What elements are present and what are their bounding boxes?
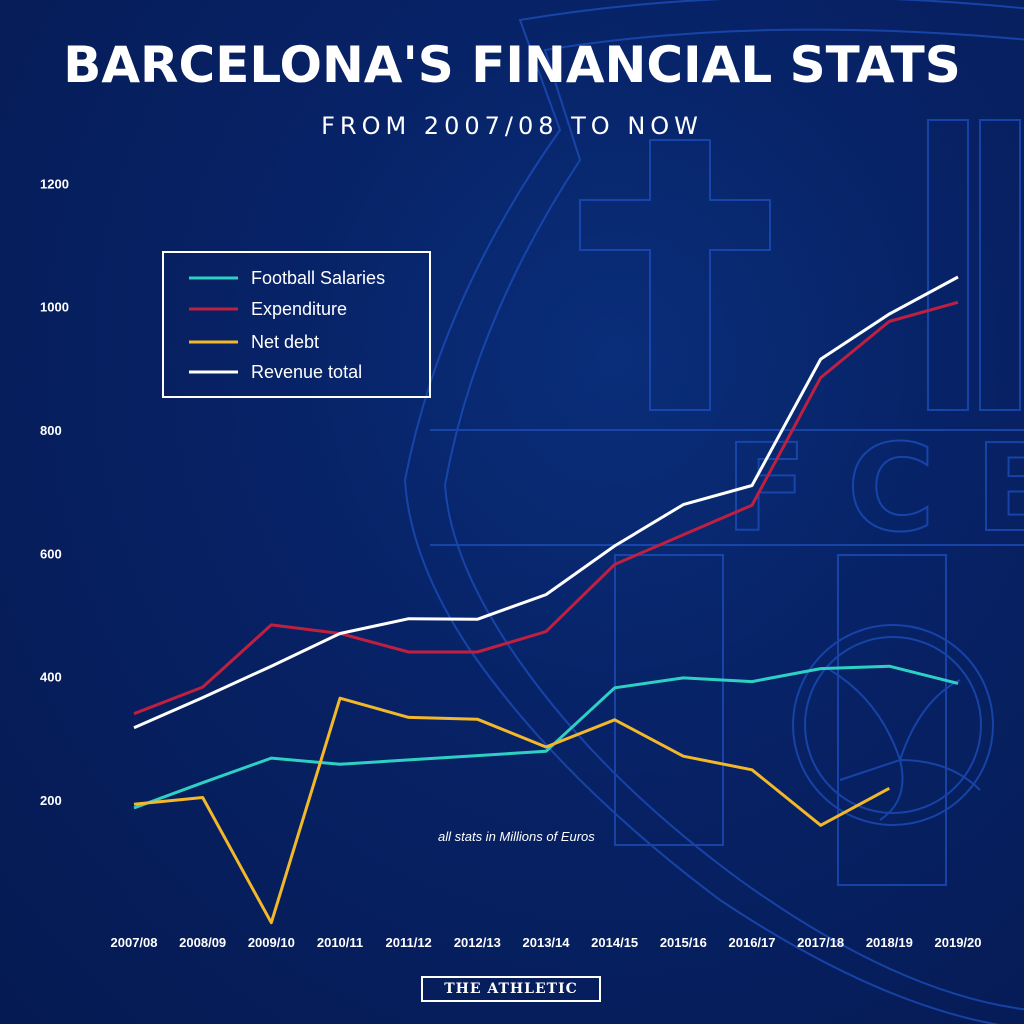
x-tick-label: 2011/12 xyxy=(386,935,432,950)
series-line-football-salaries xyxy=(133,664,959,810)
crest-shield-outline xyxy=(403,0,1024,1024)
crest-stripe-2 xyxy=(979,119,1021,411)
legend-label: Net debt xyxy=(251,332,319,352)
x-tick-label: 2015/16 xyxy=(660,935,707,950)
y-tick-label: 1200 xyxy=(40,176,69,191)
x-tick-label: 2013/14 xyxy=(523,935,571,950)
legend-entry: Revenue total xyxy=(189,362,362,382)
x-tick-label: 2007/08 xyxy=(111,935,158,950)
x-tick-label: 2009/10 xyxy=(248,935,295,950)
legend-label: Revenue total xyxy=(251,362,362,382)
y-tick-label: 200 xyxy=(40,793,62,808)
y-tick-label: 800 xyxy=(40,423,62,438)
y-tick-label: 1000 xyxy=(40,300,69,315)
crest-ball xyxy=(792,624,994,826)
x-tick-label: 2018/19 xyxy=(866,935,913,950)
crest-lower-stripe-2 xyxy=(837,554,947,886)
y-axis-ticks: 200 400 600 800 1000 1200 xyxy=(40,176,69,808)
crest-stripe-1 xyxy=(927,119,969,411)
crest-cross xyxy=(579,139,771,411)
series-lines xyxy=(133,275,959,925)
legend-entry: Football Salaries xyxy=(189,268,385,288)
brand-logo: THE ATHLETIC xyxy=(421,976,601,1002)
y-tick-label: 400 xyxy=(40,670,62,685)
x-tick-label: 2010/11 xyxy=(317,935,363,950)
legend-label: Football Salaries xyxy=(251,268,385,288)
x-tick-label: 2016/17 xyxy=(729,935,776,950)
legend-entry: Expenditure xyxy=(189,299,347,319)
y-tick-label: 600 xyxy=(40,546,62,561)
legend: Football Salaries Expenditure Net debt R… xyxy=(162,251,431,398)
chart-subtitle: FROM 2007/08 TO NOW xyxy=(321,112,703,140)
x-tick-label: 2014/15 xyxy=(591,935,638,950)
x-tick-label: 2019/20 xyxy=(935,935,982,950)
series-line-net-debt xyxy=(133,696,891,925)
units-note: all stats in Millions of Euros xyxy=(438,829,595,844)
x-axis-ticks: 2007/08 2008/09 2009/10 2010/11 2011/12 2012/… xyxy=(111,935,982,950)
chart-title: BARCELONA'S FINANCIAL STATS xyxy=(63,36,961,94)
legend-entry: Net debt xyxy=(189,332,319,352)
x-tick-label: 2008/09 xyxy=(179,935,226,950)
legend-box xyxy=(162,251,431,398)
x-tick-label: 2017/18 xyxy=(797,935,844,950)
legend-label: Expenditure xyxy=(251,299,347,319)
x-tick-label: 2012/13 xyxy=(454,935,501,950)
crest-shield-inner xyxy=(443,28,1024,1011)
crest-lower-stripe-1 xyxy=(614,554,724,846)
